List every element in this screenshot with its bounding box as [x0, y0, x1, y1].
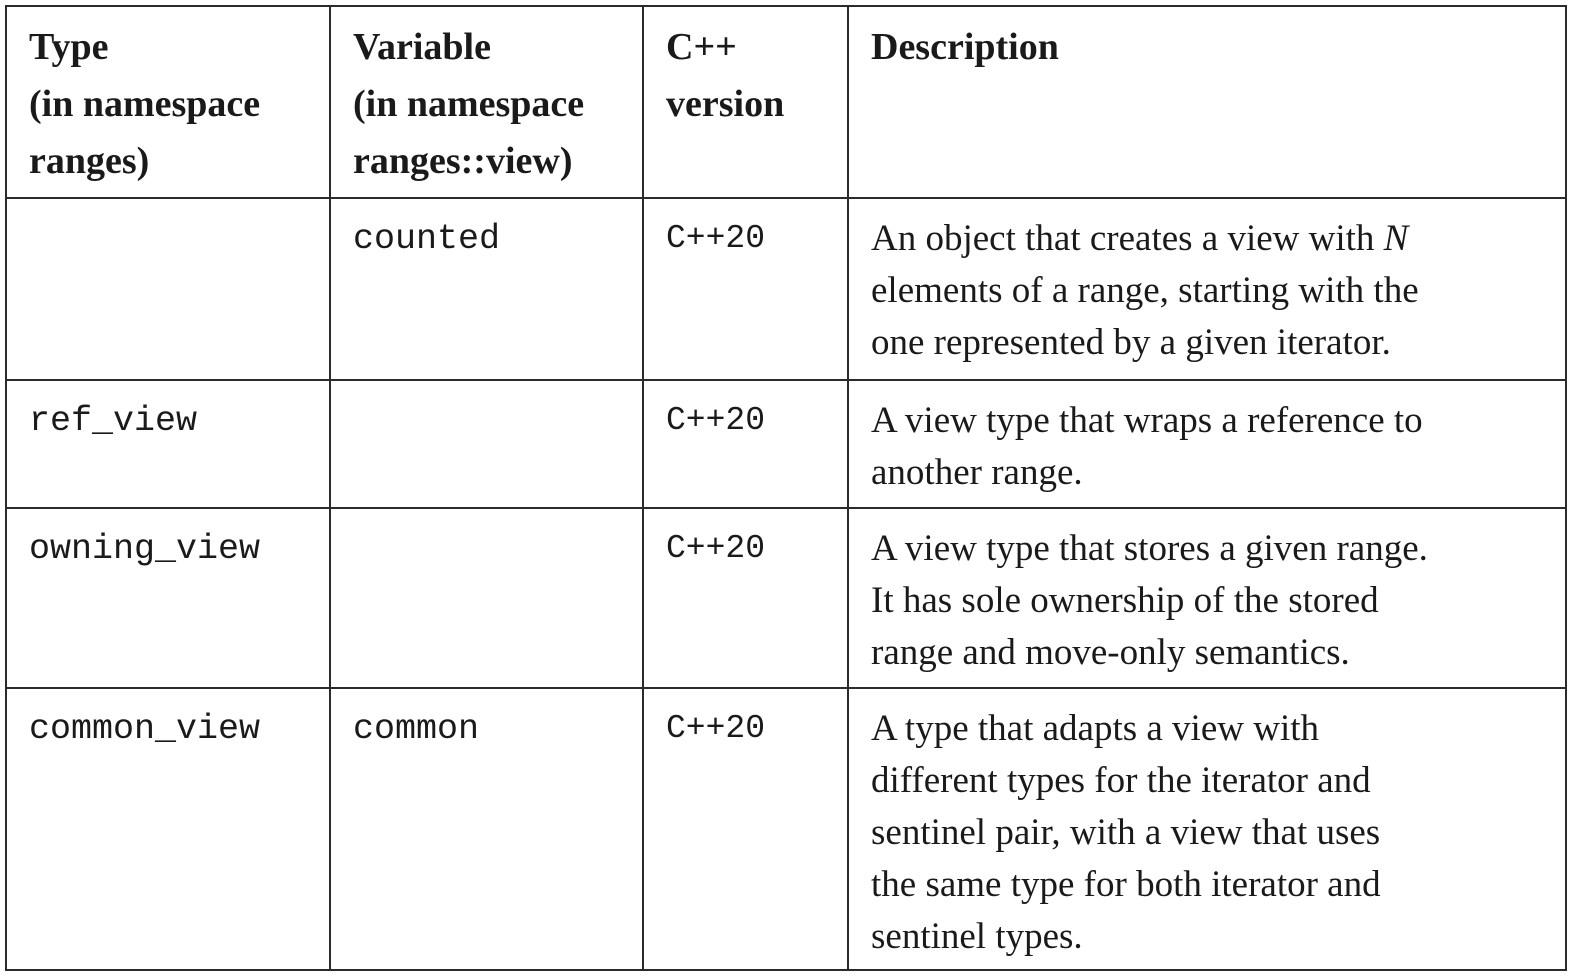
- cpp-version-cell: C++20: [642, 197, 849, 381]
- description-text: An object that creates a view with: [871, 218, 1384, 259]
- header-variable: Variable (in namespace ranges::view): [329, 5, 644, 199]
- description-italic-text: N: [1383, 218, 1409, 259]
- description-cell: A type that adapts a view with different…: [847, 687, 1567, 971]
- type-cell: ref_view: [5, 379, 331, 509]
- header-variable-line: ranges::view): [353, 140, 573, 182]
- header-variable-line: (in namespace: [353, 83, 585, 125]
- cpp-version-cell: C++20: [642, 379, 849, 509]
- header-cpp-line: version: [666, 83, 785, 125]
- variable-cell: counted: [329, 197, 644, 381]
- header-variable-line: Variable: [353, 26, 491, 68]
- table-row: common_view common C++20 A type that ada…: [5, 687, 1567, 971]
- variable-cell: common: [329, 687, 644, 971]
- header-type-line: (in namespace: [29, 83, 261, 125]
- type-cell: common_view: [5, 687, 331, 971]
- type-cell: owning_view: [5, 507, 331, 689]
- variable-cell: [329, 379, 644, 509]
- table-row: owning_view C++20 A view type that store…: [5, 507, 1567, 689]
- header-description: Description: [847, 5, 1567, 199]
- ranges-view-table: Type (in namespace ranges) Variable (in …: [5, 5, 1567, 971]
- header-type-line: Type: [29, 26, 109, 68]
- table-row: counted C++20 An object that creates a v…: [5, 197, 1567, 381]
- header-cpp-version: C++ version: [642, 5, 849, 199]
- header-type: Type (in namespace ranges): [5, 5, 331, 199]
- type-cell: [5, 197, 331, 381]
- header-description-line: Description: [871, 26, 1059, 68]
- cpp-version-cell: C++20: [642, 507, 849, 689]
- header-cpp-line: C++: [666, 26, 737, 68]
- header-row: Type (in namespace ranges) Variable (in …: [5, 5, 1567, 199]
- description-cell: A view type that wraps a reference to an…: [847, 379, 1567, 509]
- description-cell: A view type that stores a given range. I…: [847, 507, 1567, 689]
- variable-cell: [329, 507, 644, 689]
- cpp-version-cell: C++20: [642, 687, 849, 971]
- description-cell: An object that creates a view with N ele…: [847, 197, 1567, 381]
- description-text: elements of a range, starting with the o…: [871, 270, 1419, 363]
- table-row: ref_view C++20 A view type that wraps a …: [5, 379, 1567, 509]
- header-type-line: ranges): [29, 140, 150, 182]
